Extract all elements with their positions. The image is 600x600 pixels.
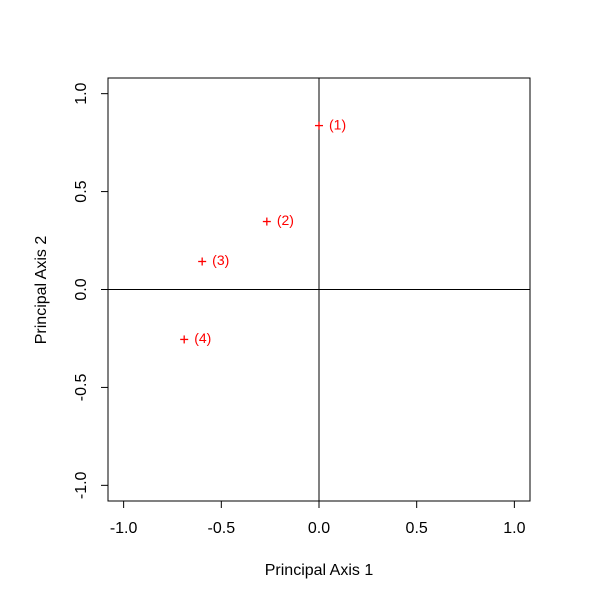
y-tick-label: -0.5 bbox=[73, 374, 90, 402]
y-tick-label: 0.5 bbox=[73, 180, 90, 202]
x-tick-label: -0.5 bbox=[208, 520, 236, 537]
y-tick-label: -1.0 bbox=[73, 471, 90, 499]
y-tick-label: 1.0 bbox=[73, 82, 90, 104]
x-axis-label: Principal Axis 1 bbox=[265, 562, 374, 579]
point-label: (2) bbox=[277, 212, 294, 228]
x-tick-label: 0.5 bbox=[406, 520, 428, 537]
point-label: (4) bbox=[194, 330, 211, 346]
point bbox=[198, 257, 207, 266]
y-axis-label: Principal Axis 2 bbox=[33, 236, 50, 345]
point bbox=[180, 335, 189, 344]
point-label: (3) bbox=[212, 252, 229, 268]
point bbox=[262, 217, 271, 226]
x-tick-label: 1.0 bbox=[503, 520, 525, 537]
x-tick-label: -1.0 bbox=[110, 520, 138, 537]
x-tick-label: 0.0 bbox=[308, 520, 330, 537]
y-tick-label: 0.0 bbox=[73, 278, 90, 300]
point-label: (1) bbox=[329, 116, 346, 132]
point bbox=[315, 121, 323, 130]
